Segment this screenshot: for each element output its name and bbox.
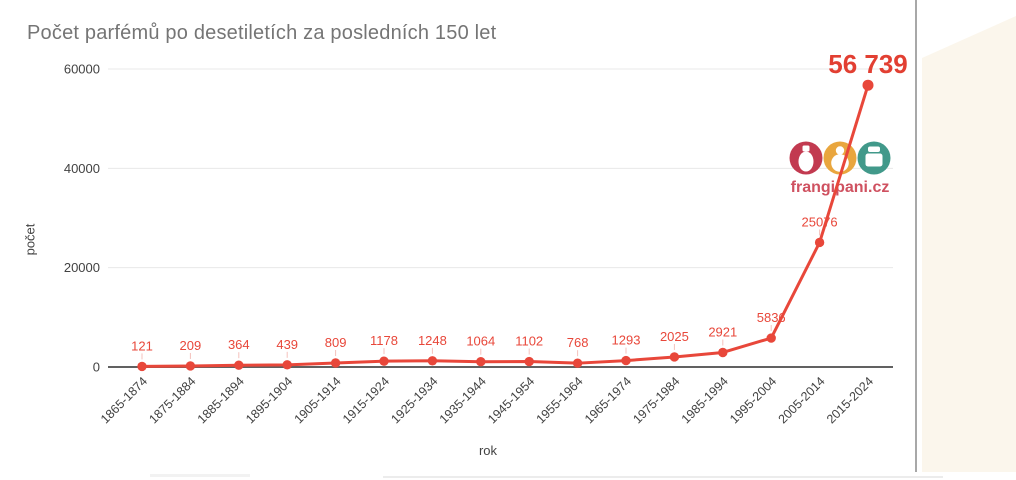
data-point[interactable] bbox=[766, 333, 776, 343]
value-annotation: 1064 bbox=[466, 334, 495, 349]
label-layer: 121 209 364 439 809 1178 1248 1064 1102 768 1293 20… bbox=[131, 49, 908, 360]
x-tick-label: 1875-1884 bbox=[146, 374, 198, 426]
x-tick-label: 1925-1934 bbox=[388, 374, 440, 426]
x-tick-label: 1905-1914 bbox=[292, 374, 344, 426]
data-point[interactable] bbox=[718, 347, 728, 358]
data-point[interactable] bbox=[814, 237, 825, 248]
watermark-logo: frangipani.cz bbox=[789, 141, 891, 196]
right-panel-divider bbox=[915, 0, 917, 472]
value-annotation: 121 bbox=[131, 338, 153, 353]
perfume-bottle-oval-icon bbox=[802, 145, 810, 152]
value-annotation: 439 bbox=[276, 337, 298, 352]
y-tick-label: 20000 bbox=[64, 260, 100, 275]
perfume-bottle-oval-icon bbox=[798, 151, 814, 172]
series-line bbox=[141, 84, 870, 368]
data-point[interactable] bbox=[185, 361, 196, 371]
x-tick-label: 1915-1924 bbox=[340, 374, 392, 426]
value-annotation: 809 bbox=[325, 335, 347, 350]
value-annotation: 5836 bbox=[757, 310, 786, 325]
value-annotation: 1248 bbox=[418, 333, 447, 348]
value-annotation: 2921 bbox=[708, 324, 737, 339]
max-value-annotation: 56 739 bbox=[828, 49, 908, 79]
x-tick-label: 2005-2014 bbox=[776, 374, 828, 426]
value-annotation: 768 bbox=[567, 335, 589, 350]
x-tick-label: 1995-2004 bbox=[727, 374, 779, 426]
value-annotation: 1293 bbox=[612, 333, 641, 348]
data-point[interactable] bbox=[427, 356, 438, 366]
series-layer bbox=[137, 79, 874, 372]
data-point[interactable] bbox=[137, 361, 147, 372]
perfume-bottle-square-icon bbox=[865, 153, 883, 167]
x-tick-label: 1975-1984 bbox=[630, 374, 682, 426]
value-annotation: 25076 bbox=[802, 214, 838, 229]
data-point[interactable] bbox=[862, 79, 874, 91]
background-petal-shape bbox=[922, 16, 1016, 472]
data-point[interactable] bbox=[476, 357, 486, 367]
value-annotation: 1102 bbox=[515, 334, 543, 349]
x-tick-label: 1885-1894 bbox=[195, 374, 247, 426]
data-point[interactable] bbox=[379, 356, 389, 366]
grid-layer: 0 20000 40000 60000 1865-18741875-18841885-1… bbox=[64, 62, 893, 426]
x-axis-title: rok bbox=[478, 443, 498, 458]
value-annotation: 209 bbox=[180, 338, 202, 353]
perfume-bottle-square-icon bbox=[868, 146, 880, 152]
x-tick-label: 2015-2024 bbox=[824, 374, 876, 426]
watermark-text: frangipani.cz bbox=[791, 179, 890, 196]
value-annotation: 2025 bbox=[660, 329, 689, 344]
data-point[interactable] bbox=[282, 360, 292, 370]
chart-title: Počet parfémů po desetiletích za posledn… bbox=[27, 22, 497, 44]
x-tick-label: 1955-1964 bbox=[534, 374, 586, 426]
data-point[interactable] bbox=[621, 355, 631, 366]
perfume-bottle-round-icon bbox=[835, 146, 845, 155]
data-point[interactable] bbox=[234, 360, 244, 370]
x-tick-label: 1935-1944 bbox=[437, 374, 489, 426]
right-background-panel bbox=[917, 0, 1016, 472]
y-tick-label: 40000 bbox=[64, 161, 100, 176]
bottom-divider bbox=[150, 474, 250, 477]
x-tick-label: 1965-1974 bbox=[582, 374, 634, 426]
data-point[interactable] bbox=[572, 358, 583, 368]
value-annotation: 364 bbox=[228, 337, 250, 352]
value-annotation: 1178 bbox=[370, 333, 398, 348]
data-point[interactable] bbox=[524, 356, 534, 367]
x-tick-label: 1865-1874 bbox=[98, 374, 150, 426]
data-point[interactable] bbox=[330, 358, 341, 368]
bottom-divider bbox=[383, 476, 943, 478]
x-tick-label: 1945-1954 bbox=[485, 374, 537, 426]
y-tick-label: 60000 bbox=[64, 62, 100, 77]
data-point[interactable] bbox=[669, 352, 680, 362]
y-tick-label: 0 bbox=[93, 360, 100, 375]
x-tick-label: 1895-1904 bbox=[243, 374, 295, 426]
x-tick-label: 1985-1994 bbox=[679, 374, 731, 426]
